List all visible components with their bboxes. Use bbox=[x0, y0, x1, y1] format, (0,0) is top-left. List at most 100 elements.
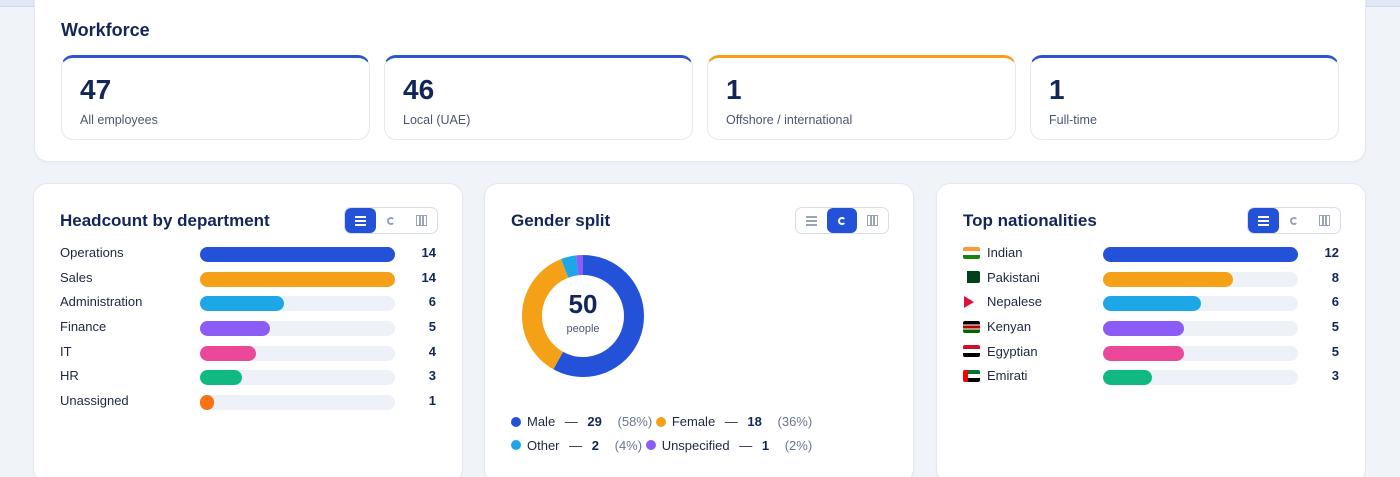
legend-value: 29 bbox=[587, 414, 602, 429]
nationality-bar-track bbox=[1103, 345, 1298, 361]
pie-view-button[interactable] bbox=[826, 208, 858, 233]
nationality-label: Kenyan bbox=[987, 319, 1032, 335]
workforce-title: Workforce bbox=[61, 20, 150, 40]
nationality-bar bbox=[1103, 271, 1233, 287]
department-bar-track bbox=[200, 345, 395, 361]
nationality-row[interactable]: Indian 12 bbox=[963, 244, 1339, 269]
donut-center: 50 people bbox=[521, 254, 645, 378]
nationality-row[interactable]: Kenyan 5 bbox=[963, 318, 1339, 343]
department-value: 4 bbox=[428, 343, 436, 359]
legend-pct: (2%) bbox=[784, 437, 813, 453]
pie-view-button[interactable] bbox=[1279, 208, 1310, 233]
table-view-button[interactable] bbox=[1309, 208, 1340, 233]
stat-value: 47 bbox=[80, 74, 112, 105]
legend-item-unspecified: Unspecified — 1 (2%) bbox=[645, 434, 813, 457]
department-label: Unassigned bbox=[60, 393, 129, 409]
uae-flag-icon bbox=[963, 369, 980, 382]
india-flag-icon bbox=[963, 246, 980, 259]
donut-slice-unspecified[interactable] bbox=[522, 255, 644, 377]
department-row[interactable]: Finance 5 bbox=[60, 318, 436, 343]
stat-label: Offshore / international bbox=[726, 113, 853, 127]
stat-local[interactable]: 46 Local (UAE) bbox=[384, 55, 693, 140]
department-bar bbox=[200, 345, 256, 361]
department-value: 14 bbox=[421, 245, 436, 260]
department-name: IT bbox=[60, 344, 72, 359]
department-name: HR bbox=[60, 368, 79, 383]
department-row[interactable]: Unassigned 1 bbox=[60, 392, 436, 417]
pie-view-button[interactable] bbox=[376, 208, 407, 233]
table-icon bbox=[1319, 215, 1331, 226]
gender-title: Gender split bbox=[511, 211, 611, 230]
workforce-card: Workforce 47 All employees 46 Local (UAE… bbox=[34, 0, 1366, 162]
nationality-label: Emirati bbox=[987, 368, 1028, 384]
stat-full-time[interactable]: 1 Full-time bbox=[1030, 55, 1339, 140]
legend-dot bbox=[655, 416, 666, 427]
department-value: 1 bbox=[428, 393, 436, 409]
department-bar bbox=[200, 271, 395, 287]
bar-list-icon bbox=[805, 215, 817, 226]
nationality-row[interactable]: Egyptian 5 bbox=[963, 343, 1339, 368]
legend-dot bbox=[511, 440, 521, 450]
kenya-flag-icon bbox=[963, 320, 980, 333]
table-view-button[interactable] bbox=[406, 208, 437, 233]
view-toggle bbox=[344, 207, 438, 234]
department-panel: Headcount by department Operations 14 Sale… bbox=[33, 183, 463, 477]
nepal-flag-icon bbox=[963, 295, 980, 308]
egypt-flag-icon bbox=[963, 345, 980, 358]
department-row[interactable]: Operations 14 bbox=[60, 244, 436, 269]
nationality-row[interactable]: Emirati 3 bbox=[963, 367, 1339, 392]
donut-unit: people bbox=[566, 323, 600, 335]
nationality-row[interactable]: Pakistani 8 bbox=[963, 269, 1339, 294]
nationality-bar-track bbox=[1103, 271, 1298, 287]
department-row[interactable]: Sales 14 bbox=[60, 269, 436, 294]
department-bar bbox=[200, 395, 214, 411]
table-view-button[interactable] bbox=[857, 208, 888, 233]
stat-all-employees[interactable]: 47 All employees bbox=[61, 55, 370, 140]
department-label: Operations bbox=[60, 245, 124, 260]
department-bar-track bbox=[200, 321, 395, 337]
nationality-name: Nepalese bbox=[963, 294, 1042, 309]
bar-list-view-button[interactable] bbox=[1248, 208, 1279, 233]
nationality-name: Indian bbox=[963, 245, 1022, 260]
legend-value: 1 bbox=[761, 437, 770, 453]
department-bar-track bbox=[200, 395, 395, 411]
stat-offshore[interactable]: 1 Offshore / international bbox=[707, 55, 1016, 140]
nationality-bar bbox=[1103, 247, 1298, 262]
table-icon bbox=[416, 215, 428, 226]
nationality-name: Kenyan bbox=[963, 319, 1031, 334]
nationality-name: Emirati bbox=[963, 368, 1027, 383]
legend-item-female: Female — 18 (36%) bbox=[655, 410, 812, 433]
department-name: Finance bbox=[60, 319, 106, 334]
nationality-bar-track bbox=[1103, 247, 1298, 262]
donut-slice-female[interactable] bbox=[522, 255, 644, 377]
department-row[interactable]: IT 4 bbox=[60, 343, 436, 368]
nationality-label: Indian bbox=[987, 245, 1023, 260]
gender-panel: Gender split 50 people Male — 29 (58%) F… bbox=[484, 183, 914, 477]
department-name: Administration bbox=[60, 294, 142, 309]
nationality-value: 5 bbox=[1331, 319, 1339, 335]
nationalities-title: Top nationalities bbox=[963, 211, 1097, 230]
department-row[interactable]: Administration 6 bbox=[60, 293, 436, 318]
donut-total: 50 bbox=[568, 289, 598, 319]
nationality-value: 5 bbox=[1331, 343, 1339, 359]
legend-item-male: Male — 29 (58%) bbox=[511, 410, 652, 433]
legend-dot bbox=[645, 440, 656, 450]
stat-value: 1 bbox=[726, 74, 742, 105]
legend-pct: (4%) bbox=[614, 437, 643, 453]
nationality-bar bbox=[1103, 345, 1185, 361]
legend-name: Male bbox=[527, 414, 556, 429]
pie-icon bbox=[387, 216, 395, 225]
nationality-label: Pakistani bbox=[987, 269, 1040, 285]
nationality-value: 8 bbox=[1331, 269, 1339, 285]
nationalities-panel: Top nationalities Indian 12 Pakistani 8 Nepa… bbox=[936, 183, 1366, 477]
nationality-label: Nepalese bbox=[987, 294, 1042, 310]
stat-label: All employees bbox=[80, 113, 158, 127]
nationality-bar bbox=[1103, 321, 1185, 337]
nationality-bar-track bbox=[1103, 370, 1298, 386]
department-row[interactable]: HR 3 bbox=[60, 367, 436, 392]
department-bar bbox=[200, 247, 395, 262]
bar-list-view-button[interactable] bbox=[345, 208, 376, 233]
department-label: Sales bbox=[60, 269, 93, 285]
nationality-row[interactable]: Nepalese 6 bbox=[963, 293, 1339, 318]
bar-list-view-button[interactable] bbox=[796, 208, 827, 233]
